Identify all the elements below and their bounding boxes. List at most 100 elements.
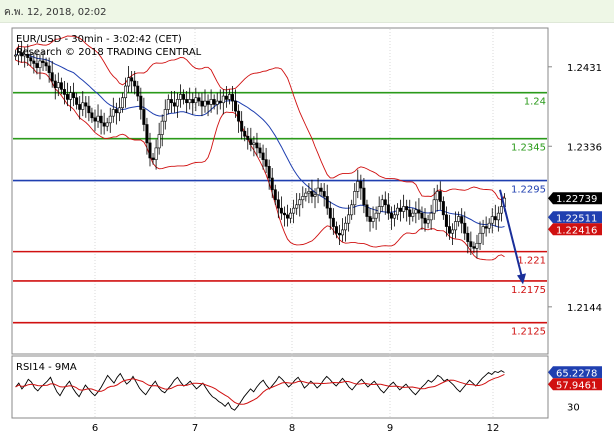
candle-body <box>377 206 381 214</box>
candle-body <box>353 191 357 206</box>
candle-body <box>402 206 406 212</box>
price-tag <box>548 223 602 236</box>
candle-body <box>81 102 85 110</box>
candle-body <box>203 100 207 107</box>
candle-body <box>29 57 33 62</box>
rsi-value-tag-label: 57.9461 <box>556 380 597 391</box>
candle-body <box>344 222 348 231</box>
candle-body <box>157 134 161 149</box>
rsi-value-tag <box>548 366 602 379</box>
level-label: 1.221 <box>517 256 546 267</box>
candle-body <box>319 187 323 192</box>
candle-body <box>264 159 268 167</box>
candle-body <box>127 77 131 87</box>
candle-body <box>301 196 305 201</box>
candle-body <box>276 199 280 209</box>
candle-body <box>389 212 393 219</box>
candle-body <box>252 142 256 145</box>
forecast-arrow-head <box>517 273 526 285</box>
candle-body <box>179 94 183 100</box>
upper-band-line <box>15 35 505 201</box>
level-label: 1.2175 <box>511 285 546 296</box>
x-tick-label: 6 <box>92 423 98 434</box>
candle-body <box>38 60 42 68</box>
candle-body <box>286 214 290 219</box>
candle-body <box>463 222 467 234</box>
candle-body <box>142 109 146 125</box>
candle-body <box>487 222 491 229</box>
candle-body <box>188 99 192 104</box>
candle-body <box>258 147 262 154</box>
candle-body <box>243 130 247 137</box>
candle-body <box>56 82 60 89</box>
candle-body <box>175 99 179 107</box>
y-tick-label: 1.2431 <box>567 63 602 74</box>
candle-body <box>90 112 94 119</box>
candle-body <box>75 97 79 105</box>
candle-body <box>454 221 458 231</box>
candle-body <box>124 85 128 99</box>
candle-body <box>331 217 335 227</box>
candle-body <box>411 212 415 217</box>
candle-body <box>325 196 329 209</box>
candle-body <box>14 54 18 57</box>
candle-body <box>414 209 418 214</box>
candle-body <box>438 191 442 202</box>
candle-body <box>270 177 274 191</box>
candle-body <box>209 99 213 105</box>
candle-body <box>69 92 73 100</box>
candle-body <box>169 99 173 104</box>
candle-body <box>145 124 149 144</box>
candle-body <box>383 199 387 206</box>
candle-body <box>399 207 403 212</box>
candle-body <box>289 212 293 219</box>
candle-body <box>154 147 158 160</box>
x-tick-label: 9 <box>387 423 393 434</box>
candle-body <box>20 52 24 57</box>
candle-body <box>191 99 195 104</box>
candle-body <box>87 105 91 114</box>
candle-body <box>435 191 439 201</box>
candle-body <box>304 192 308 197</box>
candle-body <box>451 229 455 234</box>
chart-source-line: Research © 2018 TRADING CENTRAL <box>16 47 202 58</box>
candle-body <box>307 191 311 194</box>
rsi-value-tag-label: 65.2278 <box>556 368 597 379</box>
candle-body <box>62 89 66 95</box>
candle-body <box>133 80 137 87</box>
candle-body <box>255 142 259 149</box>
candle-body <box>469 241 473 247</box>
candle-body <box>78 104 82 110</box>
candle-body <box>35 63 39 68</box>
candle-body <box>292 207 296 214</box>
candle-body <box>365 204 369 217</box>
candle-body <box>166 99 170 110</box>
candle-body <box>441 201 445 216</box>
candle-body <box>405 206 409 211</box>
candle-body <box>493 216 497 221</box>
candle-body <box>396 207 400 216</box>
candle-body <box>337 232 341 236</box>
lower-band-line <box>15 59 505 261</box>
date-stamp: ค.พ. 12, 2018, 02:02 <box>4 7 107 18</box>
candle-body <box>316 187 320 196</box>
candle-body <box>93 117 97 122</box>
candle-body <box>334 226 338 234</box>
candle-body <box>182 94 186 100</box>
candle-body <box>50 72 54 82</box>
candle-body <box>460 216 464 224</box>
candle-body <box>368 216 372 222</box>
candle-body <box>32 60 36 64</box>
level-label: 1.2345 <box>511 143 546 154</box>
candle-body <box>466 232 470 242</box>
y-tick-label: 1.2336 <box>567 142 602 153</box>
candle-body <box>481 226 485 234</box>
candle-body <box>246 135 250 140</box>
candle-body <box>313 194 317 197</box>
candle-body <box>230 94 234 102</box>
candle-body <box>17 52 21 56</box>
candle-body <box>47 65 51 73</box>
candle-body <box>417 209 421 214</box>
forecast-arrow-line <box>499 189 523 278</box>
